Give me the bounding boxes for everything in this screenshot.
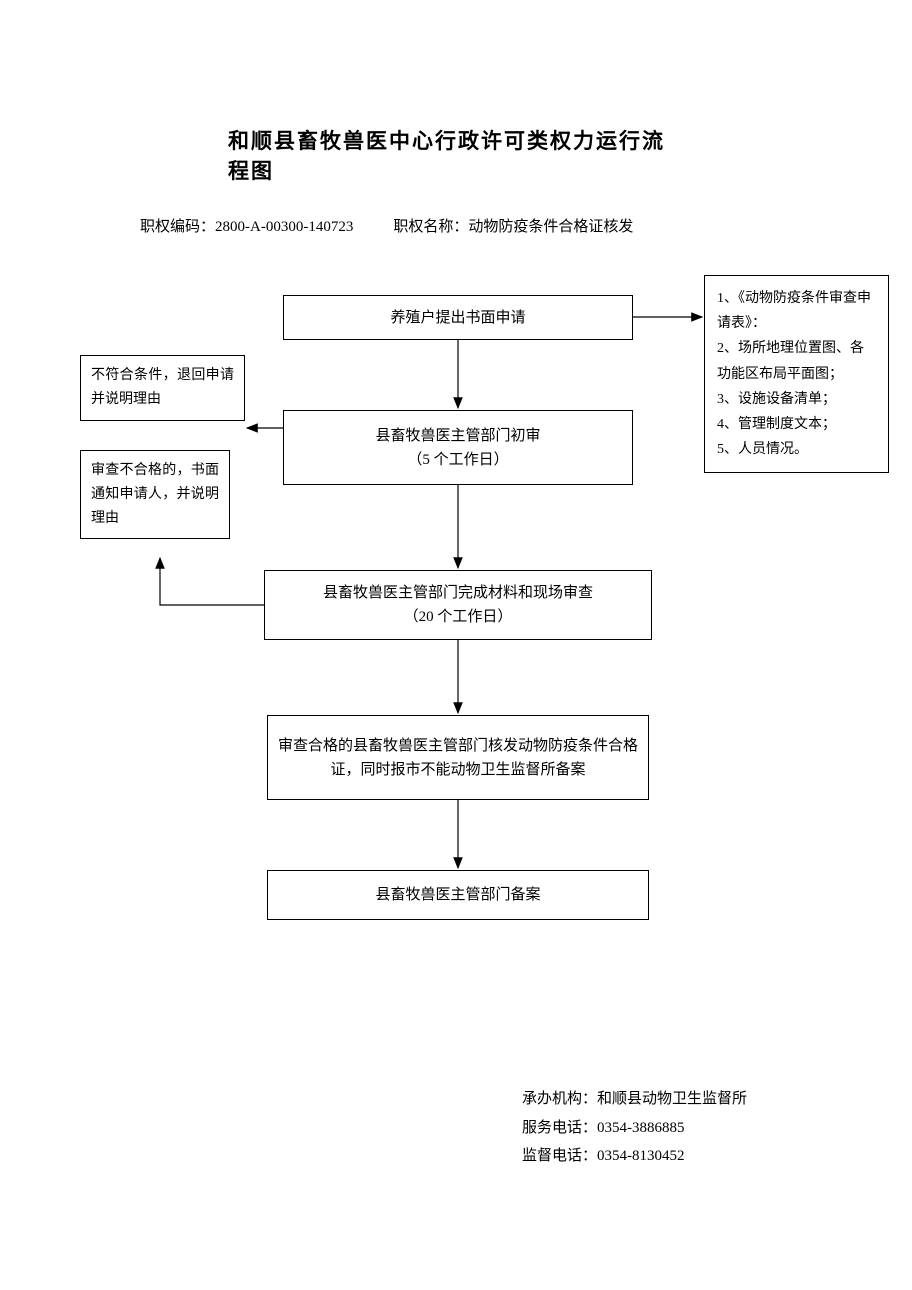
footer-supervise: 监督电话：0354-8130452 xyxy=(522,1142,747,1171)
note-reject-condition-text: 不符合条件，退回申请并说明理由 xyxy=(91,368,234,407)
footer-service-value: 0354-3886885 xyxy=(597,1120,685,1136)
footer-org: 承办机构：和顺县动物卫生监督所 xyxy=(522,1085,747,1114)
meta-name-label: 职权名称： xyxy=(393,219,468,235)
note-reject-condition: 不符合条件，退回申请并说明理由 xyxy=(80,355,245,421)
page-title: 和顺县畜牧兽医中心行政许可类权力运行流程图 xyxy=(228,125,684,185)
meta-code: 职权编码：2800-A-00300-140723 xyxy=(140,215,353,236)
node-initial-review: 县畜牧兽医主管部门初审 （5 个工作日） xyxy=(283,410,633,485)
footer-info: 承办机构：和顺县动物卫生监督所 服务电话：0354-3886885 监督电话：0… xyxy=(522,1085,747,1171)
meta-row: 职权编码：2800-A-00300-140723 职权名称：动物防疫条件合格证核… xyxy=(140,215,633,236)
note-review-fail-text: 审查不合格的，书面通知申请人，并说明理由 xyxy=(91,463,219,526)
node-application: 养殖户提出书面申请 xyxy=(283,295,633,340)
meta-code-value: 2800-A-00300-140723 xyxy=(215,219,353,235)
node-material-review: 县畜牧兽医主管部门完成材料和现场审查 （20 个工作日） xyxy=(264,570,652,640)
meta-code-label: 职权编码： xyxy=(140,219,215,235)
footer-supervise-value: 0354-8130452 xyxy=(597,1148,685,1164)
req-item-3: 3、设施设备清单； xyxy=(717,387,876,412)
note-requirements: 1、《动物防疫条件审查申请表》： 2、场所地理位置图、各功能区布局平面图； 3、… xyxy=(704,275,889,473)
node-issue-cert: 审查合格的县畜牧兽医主管部门核发动物防疫条件合格证，同时报市不能动物卫生监督所备… xyxy=(267,715,649,800)
node-material-review-line2: （20 个工作日） xyxy=(404,605,513,629)
footer-org-value: 和顺县动物卫生监督所 xyxy=(597,1091,747,1107)
note-review-fail: 审查不合格的，书面通知申请人，并说明理由 xyxy=(80,450,230,539)
req-item-2: 2、场所地理位置图、各功能区布局平面图； xyxy=(717,336,876,386)
footer-service-label: 服务电话： xyxy=(522,1120,597,1136)
footer-supervise-label: 监督电话： xyxy=(522,1148,597,1164)
footer-service: 服务电话：0354-3886885 xyxy=(522,1114,747,1143)
node-record-text: 县畜牧兽医主管部门备案 xyxy=(375,883,540,907)
node-application-text: 养殖户提出书面申请 xyxy=(390,306,525,330)
req-item-1: 1、《动物防疫条件审查申请表》： xyxy=(717,286,876,336)
node-initial-review-line1: 县畜牧兽医主管部门初审 xyxy=(375,424,540,448)
req-item-5: 5、人员情况。 xyxy=(717,437,876,462)
flow-connectors xyxy=(0,0,912,1290)
meta-name: 职权名称：动物防疫条件合格证核发 xyxy=(393,215,633,236)
node-record: 县畜牧兽医主管部门备案 xyxy=(267,870,649,920)
footer-org-label: 承办机构： xyxy=(522,1091,597,1107)
node-issue-cert-text: 审查合格的县畜牧兽医主管部门核发动物防疫条件合格证，同时报市不能动物卫生监督所备… xyxy=(278,734,638,782)
node-initial-review-line2: （5 个工作日） xyxy=(407,448,508,472)
node-material-review-line1: 县畜牧兽医主管部门完成材料和现场审查 xyxy=(323,581,593,605)
meta-name-value: 动物防疫条件合格证核发 xyxy=(468,219,633,235)
req-item-4: 4、管理制度文本； xyxy=(717,412,876,437)
